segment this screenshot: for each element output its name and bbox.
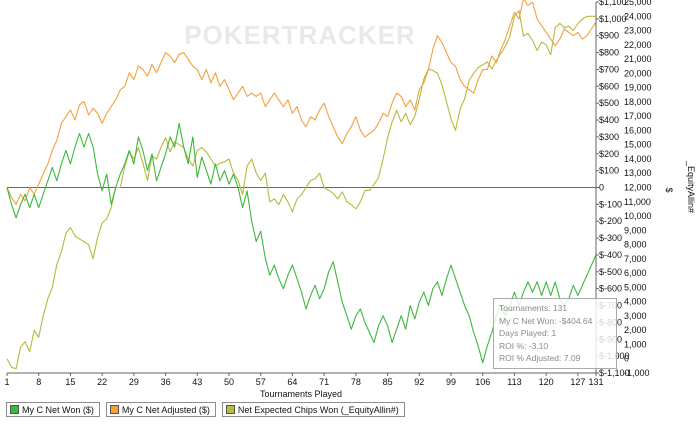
y-chips-tick-label: 12,000 xyxy=(624,183,652,193)
x-tick-label: 8 xyxy=(36,377,41,387)
legend-item-net-won[interactable]: My C Net Won ($) xyxy=(6,402,100,417)
y-dollar-tick-label: 0 xyxy=(599,183,604,193)
y-chips-tick-label: 23,000 xyxy=(624,26,652,36)
y-chips-tick-label: 8,000 xyxy=(624,240,647,250)
x-tick-label: 22 xyxy=(97,377,107,387)
y-dollar-tick-label: $700 xyxy=(599,64,619,74)
legend-swatch-net-won xyxy=(10,405,19,414)
legend-label-net-won: My C Net Won ($) xyxy=(22,404,94,415)
y-chips-tick-label: 6,000 xyxy=(624,268,647,278)
x-tick-label: 64 xyxy=(287,377,297,387)
y-axis-dollar-title: $ xyxy=(664,187,674,192)
y-chips-tick-label: 5,000 xyxy=(624,282,647,292)
y-dollar-tick-label: $300 xyxy=(599,132,619,142)
y-dollar-tick-label: $900 xyxy=(599,31,619,41)
legend-swatch-net-adjusted xyxy=(109,405,119,414)
x-tick-label: 43 xyxy=(192,377,202,387)
x-tick-label: 85 xyxy=(383,377,393,387)
y-dollar-tick-label: $1,000 xyxy=(599,14,627,24)
x-tick-label: 57 xyxy=(256,377,266,387)
tooltip-net-won: My C Net Won: -$404.64 xyxy=(499,315,593,326)
legend-label-equity: Net Expected Chips Won (_EquityAllin#) xyxy=(237,404,399,415)
tooltip-roi-adjusted: ROI % Adjusted: 7.09 xyxy=(499,353,581,363)
y-chips-tick-label: 13,000 xyxy=(624,168,652,178)
x-tick-label: 50 xyxy=(224,377,234,387)
y-chips-tick-label: 18,000 xyxy=(624,97,652,107)
legend-swatch-equity xyxy=(225,405,235,414)
y-chips-tick-label: 2,000 xyxy=(624,325,647,335)
y-chips-tick-label: 11,000 xyxy=(624,197,651,207)
y-chips-tick-label: 4,000 xyxy=(624,297,647,307)
y-dollar-tick-label: $400 xyxy=(599,115,619,125)
y-chips-tick-label: 24,000 xyxy=(624,11,652,21)
stats-tooltip: Tournaments: 131 My C Net Won: -$404.64 … xyxy=(493,298,617,369)
x-tick-label: 113 xyxy=(507,377,521,387)
y-chips-tick-label: 21,000 xyxy=(624,54,652,64)
y-dollar-tick-label: $600 xyxy=(599,81,619,91)
y-chips-tick-label: 0 xyxy=(624,354,629,364)
y-dollar-tick-label: $800 xyxy=(599,48,619,58)
x-tick-label: 78 xyxy=(351,377,361,387)
y-chips-tick-label: 10,000 xyxy=(624,211,652,221)
y-dollar-tick-label: $-500 xyxy=(599,267,622,277)
y-chips-tick-label: 19,000 xyxy=(624,83,652,93)
y-axis-chips-title: _EquityAllin# xyxy=(686,160,696,213)
y-dollar-tick-label: $-400 xyxy=(599,250,622,260)
x-tick-label: 92 xyxy=(414,377,424,387)
y-dollar-tick-label: $-100 xyxy=(599,199,622,209)
y-chips-tick-label: 22,000 xyxy=(624,40,652,50)
tooltip-days-played: Days Played: 1 xyxy=(499,328,557,338)
y-dollar-tick-label: $200 xyxy=(599,149,619,159)
y-chips-tick-label: 7,000 xyxy=(624,254,647,264)
x-tick-label: 1 xyxy=(4,377,9,387)
watermark: POKERTRACKER xyxy=(184,20,416,50)
y-dollar-tick-label: $500 xyxy=(599,98,619,108)
legend-item-equity[interactable]: Net Expected Chips Won (_EquityAllin#) xyxy=(221,402,405,417)
y-chips-tick-label: 9,000 xyxy=(624,225,647,235)
legend-item-net-adjusted[interactable]: My C Net Adjusted ($) xyxy=(105,402,216,417)
x-axis-ticks: 1 8 15 22 29 36 43 50 57 64 71 78 85 92 99 106 113 120 127… xyxy=(4,373,604,387)
y-dollar-tick-label: $-300 xyxy=(599,233,622,243)
net-adjusted-line xyxy=(6,0,597,205)
x-tick-label: 106 xyxy=(475,377,490,387)
x-tick-label: 131 xyxy=(588,377,603,387)
tooltip-roi: ROI %: -3.10 xyxy=(499,340,549,351)
y-dollar-tick-label: $100 xyxy=(599,166,619,176)
x-tick-label: 120 xyxy=(539,377,554,387)
y-chips-tick-label: 3,000 xyxy=(624,311,647,321)
x-tick-label: 29 xyxy=(129,377,139,387)
chart-legend: My C Net Won ($) My C Net Adjusted ($) N… xyxy=(6,402,405,417)
x-tick-label: 36 xyxy=(161,377,171,387)
y-chips-tick-label: -1,000 xyxy=(624,368,650,378)
tooltip-tournaments: Tournaments: 131 xyxy=(499,303,568,313)
y-chips-tick-label: 14,000 xyxy=(624,154,652,164)
y-dollar-tick-label: $1,100 xyxy=(599,0,627,7)
x-tick-label: 71 xyxy=(319,377,329,387)
y-chips-tick-label: 16,000 xyxy=(624,125,652,135)
x-tick-label: 99 xyxy=(446,377,456,387)
y-dollar-tick-label: $-600 xyxy=(599,284,622,294)
x-tick-label: 15 xyxy=(65,377,75,387)
legend-label-net-adjusted: My C Net Adjusted ($) xyxy=(121,404,210,415)
y-chips-tick-label: 1,000 xyxy=(624,339,647,349)
x-axis-title: Tournaments Played xyxy=(260,389,342,399)
y-dollar-tick-label: $-200 xyxy=(599,216,622,226)
y-dollar-tick-label: $-1,100 xyxy=(599,368,630,378)
y-chips-tick-label: 20,000 xyxy=(624,68,652,78)
y-chips-tick-label: 15,000 xyxy=(624,140,652,150)
y-chips-tick-label: 17,000 xyxy=(624,111,652,121)
x-tick-label: 127 xyxy=(570,377,585,387)
y-chips-tick-label: 25,000 xyxy=(624,0,652,7)
